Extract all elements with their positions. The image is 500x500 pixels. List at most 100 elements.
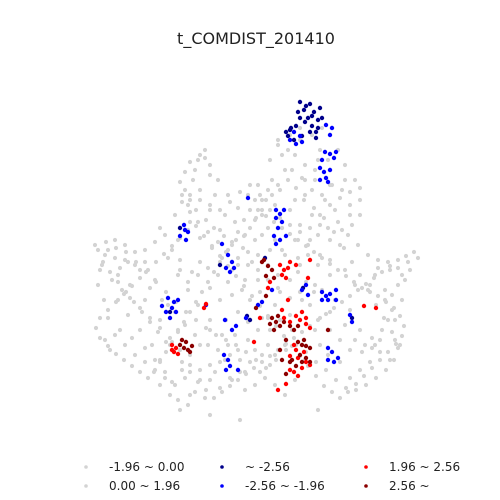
data-point — [225, 279, 231, 285]
data-point — [259, 299, 265, 305]
data-point — [273, 215, 279, 221]
data-point — [222, 357, 228, 363]
data-point — [309, 187, 315, 193]
data-point — [272, 352, 278, 358]
data-point — [179, 367, 185, 373]
data-point — [347, 375, 353, 381]
data-point — [187, 369, 193, 375]
data-point — [299, 365, 305, 371]
data-point — [192, 167, 198, 173]
data-point — [365, 252, 371, 258]
data-point — [225, 342, 231, 348]
data-point — [213, 332, 219, 338]
data-point — [372, 342, 378, 348]
data-point — [187, 349, 193, 355]
data-point — [103, 239, 109, 245]
data-point — [153, 259, 159, 265]
data-point — [315, 262, 321, 268]
data-point — [267, 247, 273, 253]
data-point — [205, 265, 211, 271]
data-point — [209, 243, 215, 249]
data-point — [112, 237, 118, 243]
data-point — [222, 317, 228, 323]
data-point — [217, 359, 223, 365]
data-point — [291, 129, 297, 135]
data-point — [327, 291, 333, 297]
data-point — [311, 249, 317, 255]
data-point — [307, 225, 313, 231]
data-point — [373, 375, 379, 381]
data-point — [177, 257, 183, 263]
data-point — [142, 345, 148, 351]
data-point — [369, 345, 375, 351]
data-point — [311, 205, 317, 211]
data-point — [392, 337, 398, 343]
data-point — [357, 367, 363, 373]
data-point — [175, 329, 181, 335]
data-point — [132, 249, 138, 255]
data-point — [233, 237, 239, 243]
data-point — [177, 407, 183, 413]
data-point — [172, 212, 178, 218]
data-point — [232, 219, 238, 225]
data-point — [193, 223, 199, 229]
data-point — [301, 337, 307, 343]
series-3 — [159, 122, 355, 373]
data-point — [173, 345, 179, 351]
data-point — [190, 177, 196, 183]
data-point — [341, 245, 347, 251]
data-point — [333, 297, 339, 303]
data-point — [252, 197, 258, 203]
data-point — [281, 267, 287, 273]
data-point — [291, 327, 297, 333]
data-point — [107, 347, 113, 353]
data-point — [311, 109, 317, 115]
data-point — [129, 363, 135, 369]
data-point — [339, 187, 345, 193]
data-point — [385, 349, 391, 355]
data-point — [397, 342, 403, 348]
data-point — [315, 125, 321, 131]
data-point — [247, 297, 253, 303]
data-point — [337, 359, 343, 365]
data-point — [267, 362, 273, 368]
legend-marker — [364, 484, 368, 488]
data-point — [169, 339, 175, 345]
data-point — [127, 295, 133, 301]
data-point — [142, 297, 148, 303]
data-point — [325, 179, 331, 185]
data-point — [311, 289, 317, 295]
data-point — [323, 175, 329, 181]
data-point — [411, 249, 417, 255]
data-point — [175, 272, 181, 278]
data-point — [223, 337, 229, 343]
data-point — [307, 257, 313, 263]
data-point — [117, 265, 123, 271]
data-point — [219, 389, 225, 395]
data-point — [207, 207, 213, 213]
data-point — [169, 305, 175, 311]
data-point — [395, 282, 401, 288]
data-point — [287, 319, 293, 325]
data-point — [112, 332, 118, 338]
data-point — [325, 327, 331, 333]
data-point — [377, 349, 383, 355]
data-point — [207, 285, 213, 291]
data-point — [137, 275, 143, 281]
data-point — [299, 309, 305, 315]
data-point — [193, 207, 199, 213]
data-point — [309, 113, 315, 119]
data-point — [189, 343, 195, 349]
data-point — [342, 322, 348, 328]
data-point — [339, 299, 345, 305]
data-point — [207, 317, 213, 323]
data-point — [319, 157, 325, 163]
data-point — [262, 375, 268, 381]
data-point — [182, 187, 188, 193]
data-point — [203, 217, 209, 223]
data-point — [185, 287, 191, 293]
data-point — [211, 269, 217, 275]
data-point — [292, 152, 298, 158]
data-point — [147, 319, 153, 325]
data-point — [265, 285, 271, 291]
